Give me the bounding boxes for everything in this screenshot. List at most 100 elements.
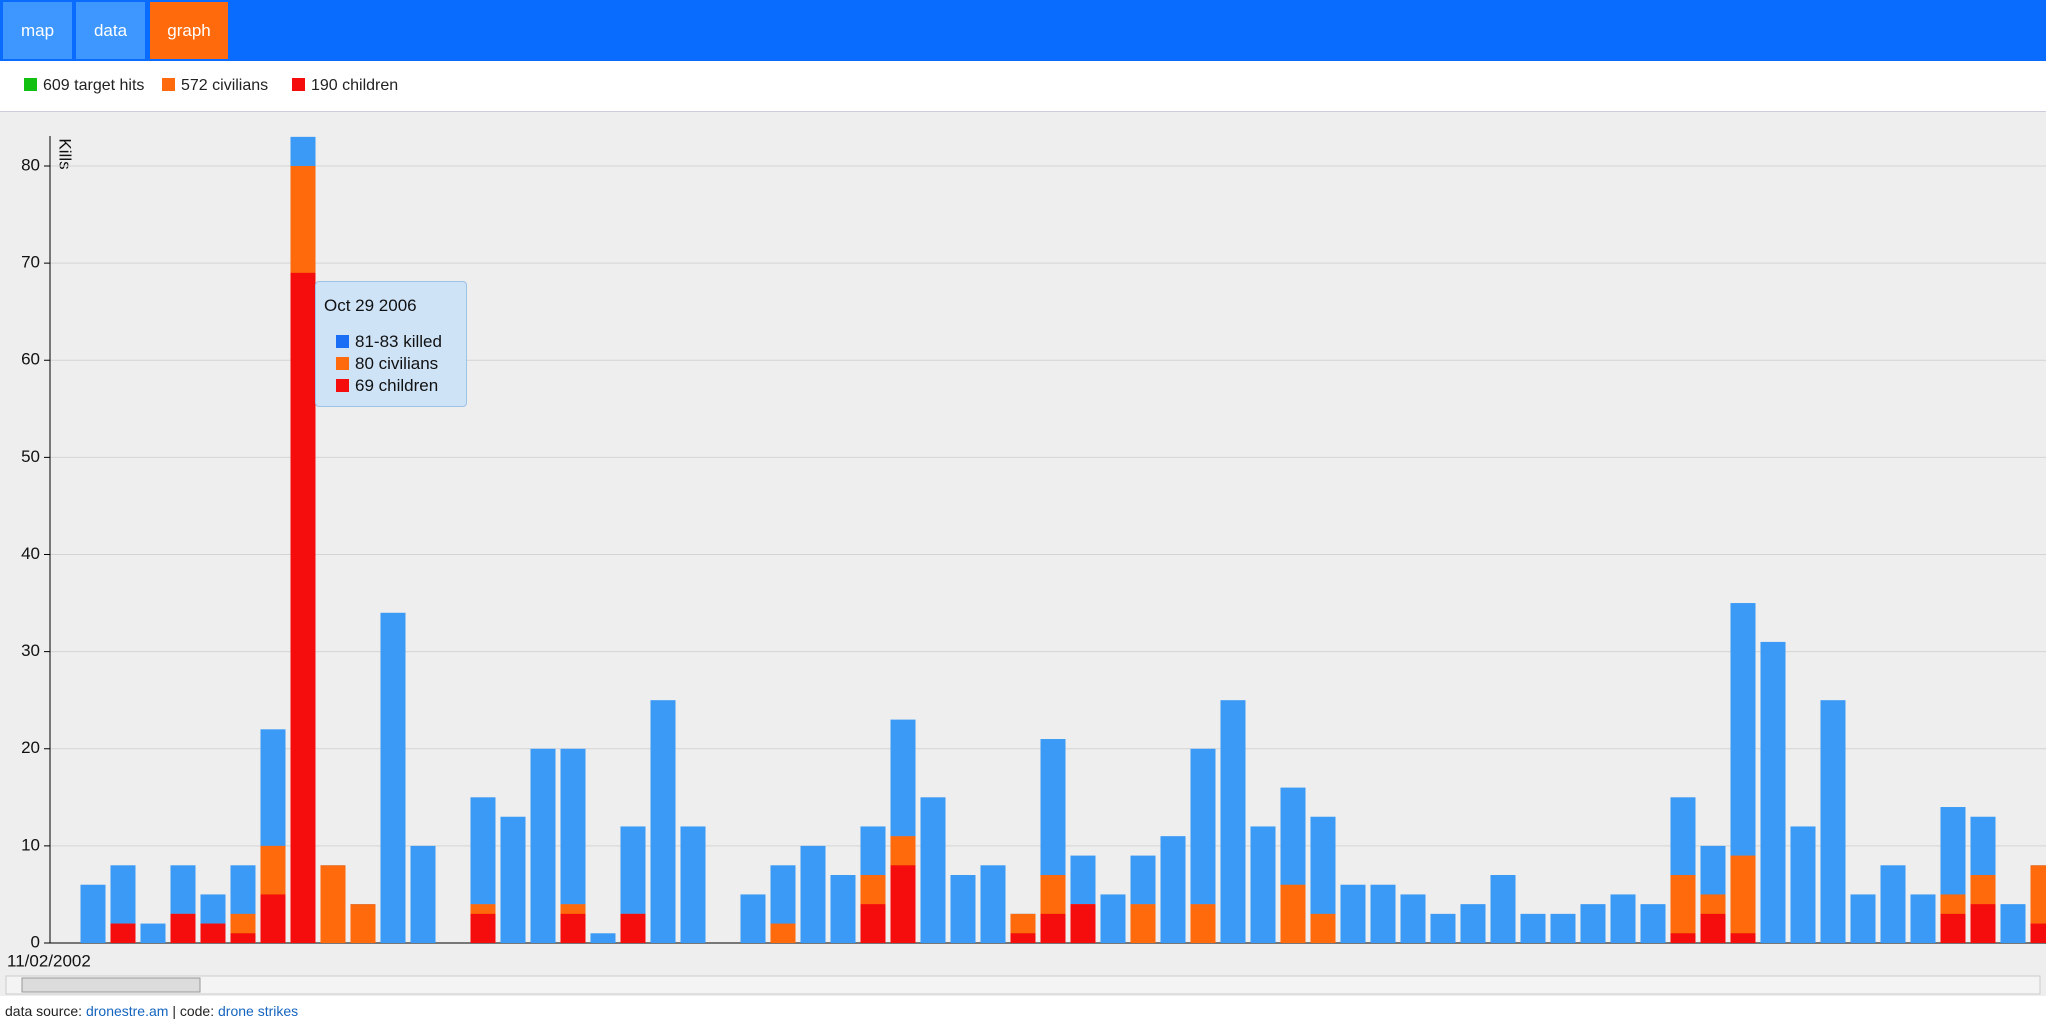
y-tick-label: 20 (21, 738, 40, 757)
bar (260, 894, 286, 943)
bar (2030, 923, 2046, 943)
tooltip-swatch (336, 335, 349, 348)
bar (500, 816, 526, 943)
bar (1400, 894, 1426, 943)
bar (1670, 933, 1696, 943)
bar (1700, 913, 1726, 943)
bar (740, 894, 766, 943)
bar (980, 865, 1006, 943)
bar (410, 845, 436, 943)
bar (1850, 894, 1876, 943)
bar (1820, 700, 1846, 943)
code-link[interactable]: drone strikes (218, 1003, 299, 1019)
tooltip-swatch (336, 357, 349, 370)
footer-text: data source: (5, 1003, 83, 1019)
bar (1640, 904, 1666, 943)
top-bar: map data graph (0, 0, 2046, 61)
y-tick-label: 0 (31, 932, 40, 951)
y-tick-label: 30 (21, 641, 40, 660)
bar (1610, 894, 1636, 943)
legend: 609 target hits 572 civilians 190 children (0, 61, 2046, 112)
bar (1100, 894, 1126, 943)
tooltip-title: Oct 29 2006 (324, 296, 417, 315)
bar (620, 913, 646, 943)
bar (1970, 904, 1996, 943)
legend-swatch (162, 78, 175, 91)
x-tick-label: 11/02/2002 (7, 951, 91, 970)
bar (1760, 641, 1786, 943)
bar (1160, 836, 1186, 943)
scrollbar-thumb[interactable] (21, 977, 201, 993)
bar (1580, 904, 1606, 943)
tooltip-label: 80 civilians (355, 354, 439, 373)
tooltip: Oct 29 2006 81-83 killed 80 civilians 69 c… (315, 281, 467, 407)
bar (1910, 894, 1936, 943)
bar (680, 826, 706, 943)
bar (1460, 904, 1486, 943)
tooltip-item: 81-83 killed (336, 332, 442, 352)
bar (1730, 855, 1756, 943)
bar (1490, 875, 1516, 943)
bar (1250, 826, 1276, 943)
legend-item: 609 target hits (24, 77, 144, 95)
y-tick-label: 40 (21, 544, 40, 563)
map-tab[interactable]: map (3, 2, 72, 59)
legend-label: 609 target hits (43, 77, 145, 94)
legend-label: 572 civilians (181, 77, 269, 94)
tooltip-label: 69 children (355, 376, 439, 395)
y-tick-label: 80 (21, 155, 40, 174)
bar (770, 923, 796, 943)
legend-item: 572 civilians (162, 77, 268, 95)
legend-item: 190 children (292, 77, 398, 95)
bar (1550, 913, 1576, 943)
legend-swatch (292, 78, 305, 91)
source-link[interactable]: dronestre.am (85, 1003, 169, 1019)
tooltip-item: 80 civilians (336, 354, 438, 374)
bar (1880, 865, 1906, 943)
y-tick-label: 70 (21, 253, 40, 272)
bar (1730, 933, 1756, 943)
legend-swatch (24, 78, 37, 91)
bar (200, 923, 226, 943)
y-axis-label: Kills (56, 138, 75, 169)
y-tick-label: 60 (21, 350, 40, 369)
bar (380, 612, 406, 943)
bar (230, 933, 256, 943)
bar (890, 865, 916, 943)
bar (1310, 913, 1336, 943)
tooltip-label: 81-83 killed (355, 332, 442, 351)
scrollbar[interactable] (5, 975, 2041, 995)
bar (1040, 913, 1066, 943)
bar (1070, 904, 1096, 943)
tooltip-swatch (336, 379, 349, 392)
bar (830, 875, 856, 943)
bar (1130, 904, 1156, 943)
graph-tab[interactable]: graph (150, 2, 228, 59)
footer-text: | code: (172, 1003, 215, 1019)
bar (950, 875, 976, 943)
bar (560, 913, 586, 943)
tooltip-item: 69 children (336, 376, 438, 396)
bar (530, 748, 556, 943)
bar (860, 904, 886, 943)
bar (590, 933, 616, 943)
data-tab[interactable]: data (76, 2, 145, 59)
bar (1670, 875, 1696, 943)
bar (320, 865, 346, 943)
bar (1220, 700, 1246, 943)
bar (80, 884, 106, 943)
y-tick-label: 10 (21, 835, 40, 854)
chart: Kills 0 10 20 30 40 50 60 70 80 11/02/2002 (0, 112, 2046, 996)
bar (1280, 884, 1306, 943)
bar (1520, 913, 1546, 943)
bar (1940, 913, 1966, 943)
bar (290, 272, 316, 943)
bar (470, 913, 496, 943)
bar (1430, 913, 1456, 943)
legend-label: 190 children (311, 77, 399, 94)
bar (140, 923, 166, 943)
bar (1010, 933, 1036, 943)
bar (800, 845, 826, 943)
bar (650, 700, 676, 943)
